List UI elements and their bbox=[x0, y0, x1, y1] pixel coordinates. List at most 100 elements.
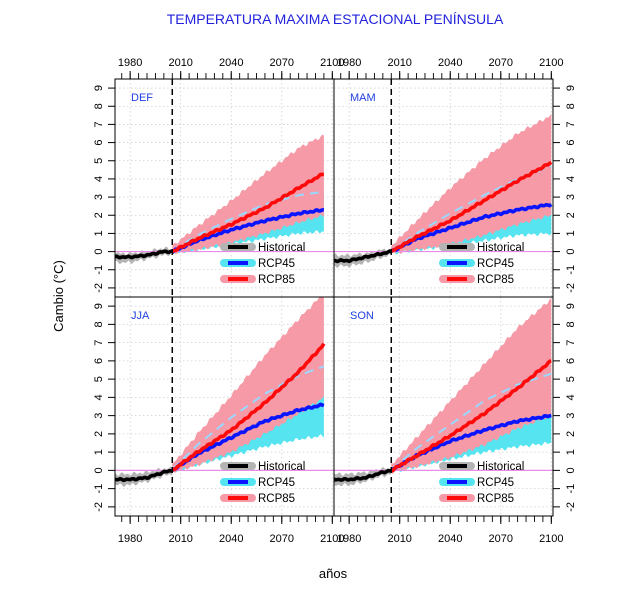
historical-line bbox=[115, 249, 173, 260]
y-tick-label: 8 bbox=[565, 103, 577, 109]
x-tick-label: 2070 bbox=[270, 57, 294, 69]
y-tick-label: 2 bbox=[93, 212, 105, 218]
x-tick-label: 2100 bbox=[320, 533, 344, 545]
y-tick-label: 4 bbox=[565, 176, 577, 182]
rcp85-dashed-line bbox=[171, 190, 325, 252]
x-tick-label: 2010 bbox=[168, 533, 192, 545]
x-tick-label: 1980 bbox=[337, 533, 361, 545]
legend-label: Historical bbox=[477, 242, 524, 254]
y-tick-label: -2 bbox=[93, 283, 105, 293]
panel-label: DEF bbox=[131, 92, 153, 104]
y-tick-label: 1 bbox=[93, 230, 105, 236]
y-tick-label: 7 bbox=[93, 340, 105, 346]
y-tick-label: 7 bbox=[565, 121, 577, 127]
y-tick-label: 3 bbox=[565, 413, 577, 419]
x-tick-label: 2010 bbox=[387, 533, 411, 545]
x-tick-label: 2040 bbox=[438, 533, 462, 545]
y-tick-label: 1 bbox=[565, 230, 577, 236]
legend-label: RCP85 bbox=[477, 493, 514, 505]
y-tick-label: 2 bbox=[565, 431, 577, 437]
y-tick-label: 0 bbox=[93, 249, 105, 255]
x-tick-label: 2040 bbox=[438, 57, 462, 69]
y-tick-label: -2 bbox=[565, 502, 577, 512]
y-tick-label: -1 bbox=[565, 265, 577, 275]
y-tick-label: 0 bbox=[93, 467, 105, 473]
y-tick-label: 1 bbox=[565, 449, 577, 455]
rcp85-dashed-line bbox=[390, 372, 552, 471]
historical-line bbox=[334, 468, 392, 482]
y-tick-label: 9 bbox=[565, 85, 577, 91]
rcp85-line bbox=[171, 172, 325, 254]
y-tick-label: 3 bbox=[93, 413, 105, 419]
y-tick-label: 8 bbox=[93, 321, 105, 327]
rcp85-band bbox=[172, 297, 324, 473]
y-tick-label: -2 bbox=[565, 283, 577, 293]
x-tick-label: 2070 bbox=[489, 533, 513, 545]
legend-label: RCP45 bbox=[477, 258, 514, 270]
x-tick-label: 2100 bbox=[539, 57, 563, 69]
x-tick-label: 1980 bbox=[337, 57, 361, 69]
y-tick-label: 0 bbox=[565, 249, 577, 255]
y-tick-label: 8 bbox=[565, 321, 577, 327]
y-tick-label: 2 bbox=[93, 431, 105, 437]
y-tick-label: 4 bbox=[565, 394, 577, 400]
y-tick-label: 9 bbox=[565, 303, 577, 309]
x-tick-label: 2100 bbox=[539, 533, 563, 545]
x-tick-label: 2040 bbox=[219, 57, 243, 69]
panel-label: SON bbox=[350, 310, 374, 322]
x-tick-label: 2070 bbox=[489, 57, 513, 69]
x-tick-label: 1980 bbox=[118, 533, 142, 545]
y-tick-label: 0 bbox=[565, 467, 577, 473]
y-tick-label: 1 bbox=[93, 449, 105, 455]
y-tick-label: 6 bbox=[93, 140, 105, 146]
rcp85-band bbox=[391, 298, 552, 474]
legend-label: Historical bbox=[258, 461, 305, 473]
rcp45-line bbox=[389, 202, 553, 253]
y-tick-label: 2 bbox=[565, 212, 577, 218]
y-tick-label: 8 bbox=[93, 103, 105, 109]
historical-line bbox=[334, 249, 392, 264]
panel-label: JJA bbox=[131, 310, 150, 322]
rcp85-line bbox=[390, 359, 552, 473]
x-tick-label: 2040 bbox=[219, 533, 243, 545]
y-tick-label: 5 bbox=[93, 376, 105, 382]
y-tick-label: -2 bbox=[93, 502, 105, 512]
legend-label: RCP45 bbox=[258, 258, 295, 270]
y-tick-label: 4 bbox=[93, 176, 105, 182]
rcp85-dashed-line bbox=[171, 365, 325, 471]
legend-label: RCP45 bbox=[477, 477, 514, 489]
y-tick-label: 6 bbox=[565, 358, 577, 364]
rcp85-band bbox=[172, 134, 324, 255]
y-tick-label: 7 bbox=[565, 340, 577, 346]
y-tick-label: 3 bbox=[93, 194, 105, 200]
legend-label: RCP45 bbox=[258, 477, 295, 489]
y-tick-label: 6 bbox=[93, 358, 105, 364]
historical-line bbox=[115, 469, 173, 483]
x-tick-label: 2010 bbox=[387, 57, 411, 69]
x-axis-title: años bbox=[319, 566, 348, 581]
y-tick-label: 9 bbox=[93, 85, 105, 91]
panel-content bbox=[334, 79, 553, 297]
legend-label: RCP85 bbox=[258, 493, 295, 505]
y-tick-label: 7 bbox=[93, 121, 105, 127]
y-tick-label: 5 bbox=[565, 376, 577, 382]
y-axis-title: Cambio (°C) bbox=[51, 260, 66, 332]
x-tick-label: 1980 bbox=[118, 57, 142, 69]
y-tick-label: 5 bbox=[93, 158, 105, 164]
panel-frame bbox=[333, 296, 554, 517]
legend-label: RCP85 bbox=[258, 274, 295, 286]
y-tick-label: 3 bbox=[565, 194, 577, 200]
y-tick-label: 4 bbox=[93, 394, 105, 400]
rcp85-band bbox=[391, 113, 552, 254]
x-tick-label: 2070 bbox=[270, 533, 294, 545]
y-tick-label: 6 bbox=[565, 140, 577, 146]
y-tick-label: -1 bbox=[565, 484, 577, 494]
y-tick-label: 9 bbox=[93, 303, 105, 309]
rcp85-line bbox=[172, 342, 326, 472]
